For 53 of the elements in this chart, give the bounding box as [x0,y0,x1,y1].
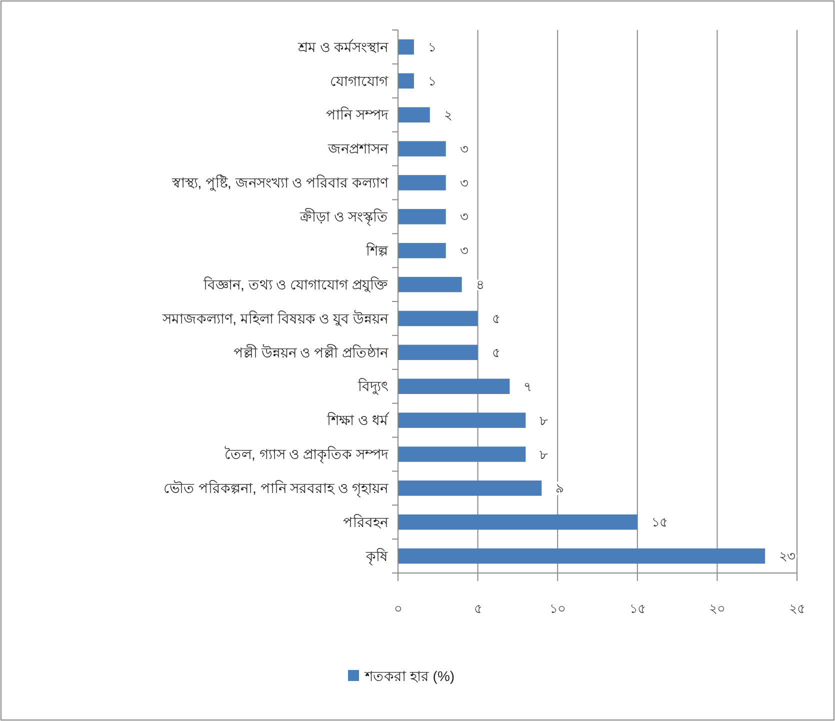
data-label: ৮ [540,446,549,462]
y-tick-label: স্বাস্থ্য, পুষ্টি, জনসংখ্যা ও পরিবার কল্যাণ [170,174,389,192]
data-label: ৭ [524,378,532,394]
legend-label: শতকরা হার (%) [364,668,455,684]
y-tick-label: কৃষি [365,548,388,565]
y-tick-label: ভৌত পরিকল্পনা, পানি সরবরাহ ও গৃহায়ন [164,480,389,498]
data-label: ৫ [492,344,500,360]
y-tick-label: জনপ্রশাসন [327,140,389,157]
data-label: ৩ [460,175,468,190]
data-label: ৩ [460,141,468,156]
x-tick-label: ৫ [474,601,482,616]
bar [398,378,510,394]
y-tick-label: শিক্ষা ও ধর্ম [326,412,390,428]
data-label: ৩ [460,243,468,258]
bar [398,242,446,258]
data-label: ৫ [492,311,500,326]
bar [398,412,526,428]
data-label: ৩ [460,209,468,224]
bar [398,73,414,89]
bar [398,514,638,530]
y-tick-label: শিল্প [365,242,389,258]
y-tick-label: পরিবহন [343,514,389,530]
data-label: ১ [428,73,436,88]
y-tick-label: তৈল, গ্যাস ও প্রাকৃতিক সম্পদ [224,446,389,464]
x-tick-label: ১৫ [629,601,646,616]
y-tick-label: বিজ্ঞান, তথ্য ও যোগাযোগ প্রযুক্তি [202,276,388,292]
y-tick-label: শ্রম ও কর্মসংস্থান [297,38,389,55]
bar [398,175,446,190]
data-label: ৮ [540,412,549,428]
y-tick-label: পানি সম্পদ [326,106,389,123]
bar [398,310,478,326]
data-label: ২৩ [779,548,796,564]
y-tick-label: ক্রীড়া ও সংস্কৃতি [299,208,388,226]
x-tick-label: ২০ [709,601,726,616]
data-label: ১৫ [651,514,668,530]
y-tick-label: সমাজকল্যাণ, মহিলা বিষয়ক ও যুব উন্নয়ন [162,310,389,326]
bar [398,480,542,496]
bar [398,344,478,360]
bar [398,446,526,462]
bar [398,39,414,55]
bar [398,276,462,292]
x-tick-label: ১০ [550,601,566,616]
bar [398,209,446,224]
y-tick-label: পল্লী উন্নয়ন ও পল্লী প্রতিষ্ঠান [233,344,389,360]
x-tick-label: ০ [394,601,402,616]
bar [398,141,446,156]
data-label: ১ [428,40,436,55]
bar [398,107,430,122]
y-tick-label: বিদ্যুৎ [357,378,388,396]
data-label: ২ [444,107,452,122]
y-tick-label: যোগাযোগ [330,72,389,89]
bar [398,548,766,564]
x-tick-label: ২৫ [789,601,805,616]
